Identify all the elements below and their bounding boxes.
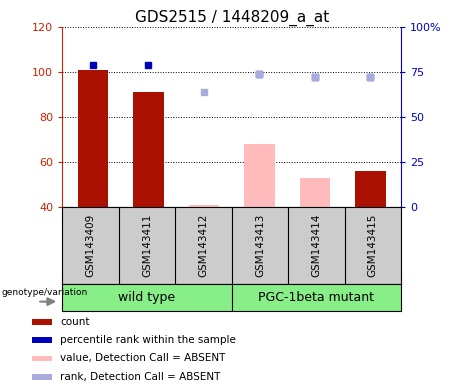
FancyBboxPatch shape xyxy=(31,374,52,380)
Bar xyxy=(231,284,401,311)
Bar xyxy=(244,144,275,207)
Text: value, Detection Call = ABSENT: value, Detection Call = ABSENT xyxy=(60,353,226,364)
Text: GSM143413: GSM143413 xyxy=(255,214,265,278)
Text: rank, Detection Call = ABSENT: rank, Detection Call = ABSENT xyxy=(60,372,221,382)
Bar xyxy=(62,284,231,311)
FancyBboxPatch shape xyxy=(31,356,52,361)
Title: GDS2515 / 1448209_a_at: GDS2515 / 1448209_a_at xyxy=(135,9,329,25)
Text: GSM143411: GSM143411 xyxy=(142,214,152,278)
Bar xyxy=(189,205,219,207)
Bar xyxy=(300,178,330,207)
Bar xyxy=(355,171,386,207)
Bar xyxy=(133,92,164,207)
FancyBboxPatch shape xyxy=(31,319,52,325)
FancyBboxPatch shape xyxy=(31,337,52,343)
Text: PGC-1beta mutant: PGC-1beta mutant xyxy=(258,291,374,304)
Text: GSM143409: GSM143409 xyxy=(85,214,95,277)
Text: GSM143414: GSM143414 xyxy=(311,214,321,278)
Text: percentile rank within the sample: percentile rank within the sample xyxy=(60,335,236,345)
Text: GSM143415: GSM143415 xyxy=(368,214,378,278)
Text: wild type: wild type xyxy=(118,291,176,304)
Text: GSM143412: GSM143412 xyxy=(198,214,208,278)
Text: genotype/variation: genotype/variation xyxy=(1,288,88,297)
Text: count: count xyxy=(60,317,90,327)
Bar xyxy=(77,70,108,207)
